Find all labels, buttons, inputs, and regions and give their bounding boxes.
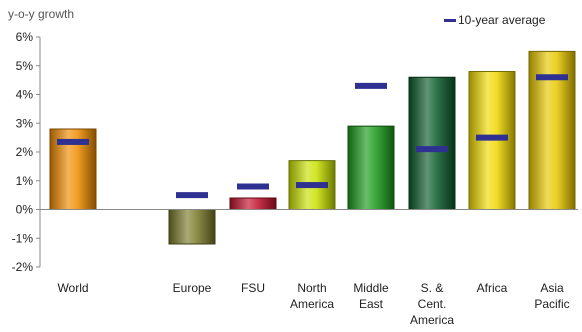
y-axis-label: y-o-y growth <box>8 7 74 21</box>
bar <box>229 197 277 210</box>
x-tick-label: World <box>57 281 88 295</box>
average-marker <box>416 146 448 153</box>
x-tick-label: Asia Pacific <box>534 281 569 311</box>
y-tick-label: 5% <box>16 59 34 73</box>
x-tick-label: North America <box>290 281 334 311</box>
legend: 10-year average <box>444 13 546 27</box>
x-tick-label: FSU <box>241 281 265 295</box>
x-tick-label: Middle East <box>353 281 389 311</box>
average-marker <box>296 182 328 189</box>
y-tick-label: 2% <box>16 145 34 159</box>
y-tick-label: -2% <box>12 260 34 274</box>
x-tick-label: S. & Cent. America <box>410 281 454 327</box>
y-tick-label: -1% <box>12 231 34 245</box>
average-marker <box>476 134 508 141</box>
y-tick-label: 6% <box>16 30 34 44</box>
average-marker <box>355 82 387 89</box>
average-marker <box>237 183 269 190</box>
bar <box>347 125 395 210</box>
y-tick-label: 3% <box>16 116 34 130</box>
average-marker <box>536 74 568 81</box>
average-marker <box>57 138 89 145</box>
y-tick-label: 1% <box>16 174 34 188</box>
average-marker <box>176 192 208 199</box>
x-tick-label: Africa <box>477 281 508 295</box>
bar <box>408 76 456 210</box>
y-tick-label: 4% <box>16 88 34 102</box>
y-tick-label: 0% <box>16 203 34 217</box>
legend-marker <box>444 19 456 22</box>
legend-label: 10-year average <box>458 13 546 27</box>
bar <box>168 209 216 245</box>
x-tick-label: Europe <box>173 281 212 295</box>
